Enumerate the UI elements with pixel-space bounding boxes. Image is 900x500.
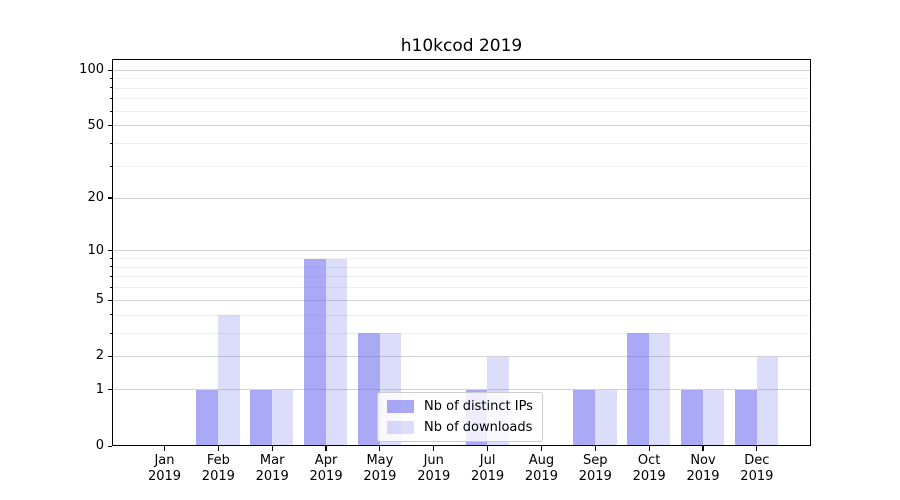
- x-tick-label: Jan 2019: [147, 453, 182, 484]
- x-tick-label: Apr 2019: [309, 453, 343, 484]
- bar-downloads-mar: [271, 389, 294, 445]
- y-minor-tick-mark: [109, 257, 112, 259]
- gridline-minor: [113, 98, 810, 100]
- x-tick-label: Nov 2019: [686, 453, 720, 484]
- gridline-major: [113, 250, 810, 252]
- legend-swatch-distinct-ips: [387, 400, 414, 413]
- y-tick-mark: [107, 355, 112, 358]
- chart-title: h10kcod 2019: [400, 36, 523, 56]
- y-minor-tick-mark: [109, 77, 112, 79]
- gridline-minor: [113, 165, 810, 167]
- y-minor-tick-mark: [109, 110, 112, 112]
- bar-downloads-apr: [325, 258, 348, 445]
- gridline-minor: [113, 332, 810, 334]
- x-tick-mark: [163, 446, 166, 451]
- gridline-minor: [113, 143, 810, 145]
- gridline-minor: [113, 287, 810, 289]
- y-tick-mark: [107, 69, 112, 71]
- y-tick-mark: [107, 445, 112, 447]
- bar-downloads-dec: [756, 356, 779, 445]
- gridline-major: [113, 299, 810, 301]
- bar-distinct-ips-may: [358, 333, 380, 445]
- x-tick-mark: [594, 446, 596, 451]
- x-tick-label: May 2019: [363, 453, 397, 484]
- bar-distinct-ips-feb: [196, 389, 219, 445]
- y-tick-label: 50: [87, 117, 104, 133]
- y-tick-mark: [107, 197, 112, 199]
- x-tick-label: Oct 2019: [632, 453, 666, 484]
- bar-distinct-ips-dec: [734, 389, 757, 445]
- legend-swatch-downloads: [387, 421, 414, 434]
- y-tick-mark: [107, 299, 112, 301]
- x-tick-mark: [379, 446, 381, 451]
- y-tick-label: 1: [95, 381, 104, 397]
- y-minor-tick-mark: [109, 266, 112, 268]
- y-minor-tick-mark: [109, 98, 112, 100]
- x-tick-mark: [702, 446, 704, 451]
- gridline-minor: [113, 276, 810, 278]
- x-tick-mark: [648, 446, 650, 451]
- gridline-minor: [113, 78, 810, 80]
- y-tick-label: 2: [95, 348, 104, 364]
- legend: Nb of distinct IPs Nb of downloads: [377, 392, 543, 442]
- y-tick-mark: [107, 125, 112, 127]
- bar-distinct-ips-mar: [250, 389, 272, 445]
- y-tick-label: 0: [95, 438, 104, 453]
- gridline-minor: [113, 314, 810, 316]
- x-tick-mark: [217, 446, 219, 451]
- gridline-major: [113, 69, 810, 71]
- y-minor-tick-mark: [109, 276, 112, 278]
- bar-distinct-ips-nov: [681, 389, 703, 445]
- bar-downloads-feb: [218, 315, 240, 445]
- gridline-minor: [113, 87, 810, 89]
- y-tick-label: 10: [87, 242, 104, 258]
- y-tick-label: 100: [79, 62, 104, 77]
- bar-distinct-ips-apr: [304, 258, 326, 445]
- x-tick-label: Dec 2019: [740, 453, 774, 484]
- y-minor-tick-mark: [109, 286, 112, 288]
- legend-item-downloads: Nb of downloads: [387, 419, 533, 436]
- x-tick-label: Jun 2019: [417, 453, 451, 484]
- gridline-minor: [113, 266, 810, 268]
- x-tick-label: Mar 2019: [255, 453, 289, 484]
- bar-downloads-sep: [595, 389, 617, 445]
- x-tick-mark: [756, 446, 758, 451]
- x-tick-label: Aug 2019: [524, 453, 558, 484]
- bar-distinct-ips-sep: [573, 389, 595, 445]
- y-tick-label: 20: [87, 189, 104, 205]
- bar-downloads-nov: [702, 389, 725, 445]
- x-tick-label: Jul 2019: [471, 453, 505, 484]
- x-tick-mark: [325, 446, 327, 451]
- y-minor-tick-mark: [109, 314, 112, 316]
- bar-distinct-ips-oct: [627, 333, 649, 445]
- plot-area: [112, 59, 811, 446]
- x-tick-mark: [540, 446, 543, 451]
- bar-downloads-oct: [648, 333, 671, 445]
- gridline-major: [113, 197, 810, 199]
- y-minor-tick-mark: [109, 142, 112, 144]
- y-tick-label: 5: [95, 292, 104, 308]
- y-tick-mark: [107, 250, 112, 252]
- y-minor-tick-mark: [109, 165, 112, 167]
- gridline-major: [113, 356, 810, 358]
- y-minor-tick-mark: [109, 332, 112, 334]
- x-tick-mark: [271, 446, 273, 451]
- y-minor-tick-mark: [109, 87, 112, 89]
- x-tick-mark: [487, 446, 489, 451]
- x-tick-label: Sep 2019: [578, 453, 612, 484]
- x-tick-label: Feb 2019: [201, 453, 235, 484]
- x-tick-mark: [433, 446, 435, 451]
- legend-label: Nb of distinct IPs: [424, 399, 533, 414]
- gridline-major: [113, 125, 810, 127]
- legend-item-distinct-ips: Nb of distinct IPs: [387, 398, 533, 415]
- y-tick-mark: [107, 389, 112, 391]
- gridline-minor: [113, 110, 810, 112]
- legend-label: Nb of downloads: [424, 420, 533, 435]
- gridline-major: [113, 389, 810, 391]
- gridline-minor: [113, 258, 810, 260]
